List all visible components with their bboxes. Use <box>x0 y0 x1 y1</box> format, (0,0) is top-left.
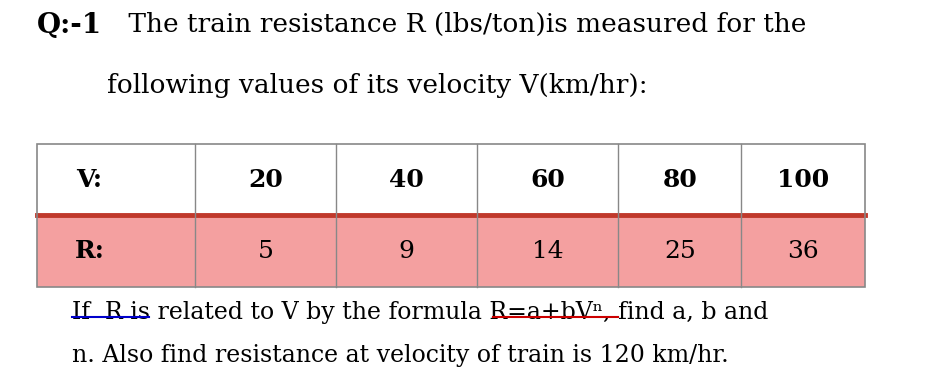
Text: V:: V: <box>76 168 102 192</box>
Text: 20: 20 <box>248 168 283 192</box>
Text: 14: 14 <box>532 240 563 263</box>
Text: following values of its velocity V(km/hr):: following values of its velocity V(km/hr… <box>107 73 648 98</box>
Bar <box>37 216 865 287</box>
Bar <box>37 144 865 216</box>
Text: 25: 25 <box>664 240 696 263</box>
Text: 9: 9 <box>399 240 415 263</box>
Text: If  R is related to V by the formula R=a+bVⁿ, find a, b and: If R is related to V by the formula R=a+… <box>71 301 768 324</box>
Text: The train resistance R (lbs/ton)is measured for the: The train resistance R (lbs/ton)is measu… <box>120 12 807 37</box>
Text: 5: 5 <box>258 240 274 263</box>
Text: 36: 36 <box>787 240 819 263</box>
Text: 60: 60 <box>530 168 565 192</box>
Bar <box>37 144 865 287</box>
Text: 80: 80 <box>663 168 697 192</box>
Text: R:: R: <box>74 239 104 263</box>
Text: 100: 100 <box>777 168 829 192</box>
Text: 40: 40 <box>389 168 424 192</box>
Text: n. Also find resistance at velocity of train is 120 km/hr.: n. Also find resistance at velocity of t… <box>71 344 728 367</box>
Text: Q:-1: Q:-1 <box>37 12 102 39</box>
